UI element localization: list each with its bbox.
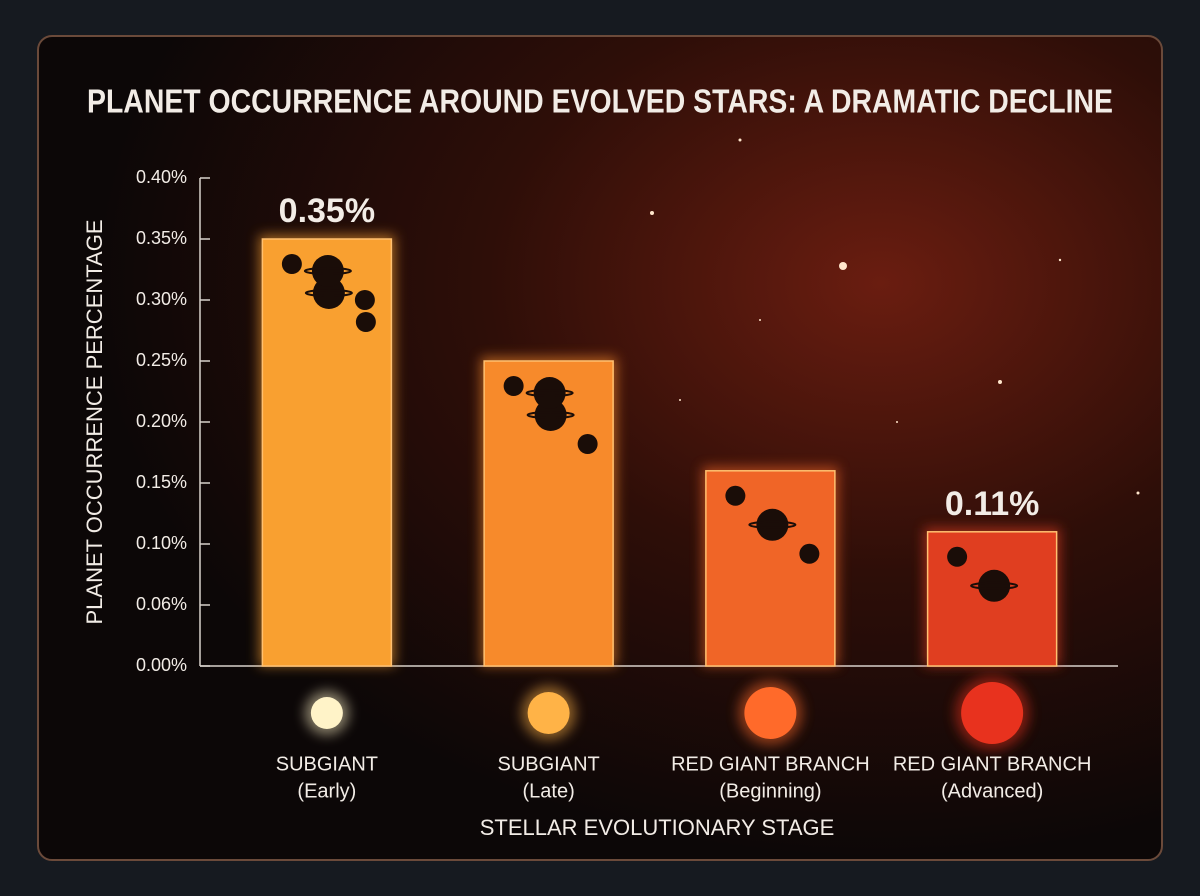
y-tick-label: 0.25% [136, 350, 187, 370]
planet-icon [533, 377, 566, 409]
planet-icon [947, 546, 968, 567]
planet-icon [725, 485, 746, 506]
x-tick-label: RED GIANT BRANCH [671, 753, 870, 775]
planet-icon [799, 543, 820, 564]
x-tick-sublabel: (Beginning) [719, 780, 821, 802]
planet-ring [748, 520, 797, 529]
value-label: 0.11% [945, 485, 1040, 523]
x-tick-label: SUBGIANT [498, 753, 600, 775]
y-tick-label: 0.20% [136, 411, 187, 431]
bar [261, 238, 393, 667]
planet-icon [503, 376, 524, 396]
planet-icon [355, 312, 376, 332]
y-tick-label: 0.06% [136, 594, 187, 614]
y-tick-label: 0.35% [136, 228, 187, 248]
planet-icon [281, 254, 302, 274]
y-tick-label: 0.10% [136, 533, 187, 553]
x-axis-label: STELLAR EVOLUTIONARY STAGE [480, 815, 835, 840]
planet-ring [304, 289, 353, 297]
planet-icon [311, 255, 344, 287]
planet-ring [525, 389, 574, 397]
star-icon [961, 682, 1024, 744]
value-label: 0.35% [279, 192, 375, 230]
y-tick-label: 0.30% [136, 289, 187, 309]
x-tick-sublabel: (Late) [523, 780, 575, 802]
y-axis-label: PLANET OCCURRENCE PERCENTAGE [82, 219, 107, 624]
x-tick-label: SUBGIANT [276, 753, 378, 775]
bar [705, 470, 836, 667]
y-tick-label: 0.40% [136, 167, 187, 187]
x-tick-sublabel: (Advanced) [941, 780, 1043, 802]
planet-icon [756, 508, 789, 541]
planet-ring [970, 581, 1019, 590]
chart-title: PLANET OCCURRENCE AROUND EVOLVED STARS: … [87, 83, 1113, 120]
x-tick-sublabel: (Early) [297, 780, 356, 802]
planet-icon [577, 434, 598, 454]
stars-bg [650, 138, 1140, 495]
star-icon [744, 687, 797, 739]
planet-icon [978, 569, 1011, 602]
planet-icon [354, 290, 375, 310]
star-icon [310, 697, 343, 729]
planet-ring [303, 267, 352, 275]
y-tick-label: 0.15% [136, 472, 187, 492]
star-icon [527, 692, 570, 734]
y-tick-label: 0.00% [136, 655, 187, 675]
x-tick-label: RED GIANT BRANCH [893, 753, 1092, 775]
planet-ring [526, 411, 575, 419]
